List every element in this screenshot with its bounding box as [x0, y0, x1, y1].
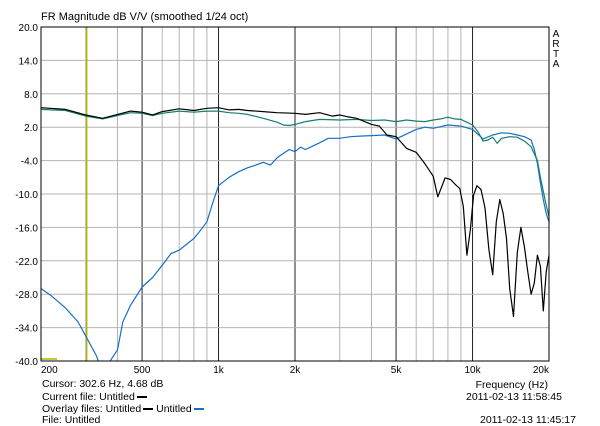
x-axis-label: Frequency (Hz)	[476, 379, 548, 391]
timestamp-file: 2011-02-13 11:45:17	[480, 414, 576, 426]
series-layer	[41, 107, 549, 361]
overlay-files-text: Overlay files: Untitled	[42, 403, 142, 415]
current-file-text: Current file: Untitled	[42, 391, 135, 403]
y-tick-label: -34.0	[15, 324, 38, 335]
file-name: File: Untitled	[42, 414, 101, 426]
x-tick-label: 500	[134, 365, 151, 376]
y-tick-label: 20.0	[19, 23, 39, 34]
x-tick-label: 200	[41, 365, 58, 376]
overlay-second-text: Untitled	[156, 403, 192, 415]
arta-letter: R	[552, 39, 559, 50]
arta-letter: T	[553, 49, 559, 60]
overlay-files: Overlay files: Untitled Untitled	[42, 403, 204, 415]
x-tick-label: 20k	[533, 365, 550, 376]
x-tick-label: 1k	[213, 365, 225, 376]
series-line	[41, 124, 549, 361]
timestamp-current: 2011-02-13 11:58:45	[466, 391, 562, 403]
cursor-layer	[41, 27, 88, 361]
cursor-readout: Cursor: 302.6 Hz, 4.68 dB	[42, 378, 164, 390]
overlay-swatch-black	[143, 408, 154, 411]
overlay-swatch-blue	[193, 408, 204, 411]
grid	[41, 26, 549, 362]
arta-letter: A	[553, 59, 560, 70]
y-tick-label: -10.0	[15, 190, 38, 201]
current-file-swatch	[136, 396, 147, 399]
y-tick-label: -28.0	[15, 290, 38, 301]
current-file: Current file: Untitled	[42, 391, 147, 403]
y-tick-label: 14.0	[19, 56, 39, 67]
plot-frame	[40, 26, 550, 362]
y-tick-label: -4.0	[21, 157, 39, 168]
x-tick-label: 2k	[290, 365, 302, 376]
chart-title: FR Magnitude dB V/V (smoothed 1/24 oct)	[41, 11, 248, 23]
y-tick-label: -40.0	[15, 357, 38, 368]
arta-letter: A	[553, 29, 560, 40]
x-tick-label: 10k	[464, 365, 481, 376]
series-line	[41, 107, 549, 318]
y-tick-label: 8.0	[24, 90, 38, 101]
y-tick-label: -22.0	[15, 257, 38, 268]
tick-labels: 20.0 14.0 8.0 2.0 -4.0 -10.0 -16.0 -22.0 -28.0 -3…	[15, 23, 550, 376]
y-tick-label: -16.0	[15, 223, 38, 234]
series-line	[41, 108, 549, 217]
x-tick-label: 5k	[391, 365, 403, 376]
y-tick-label: 2.0	[24, 123, 38, 134]
